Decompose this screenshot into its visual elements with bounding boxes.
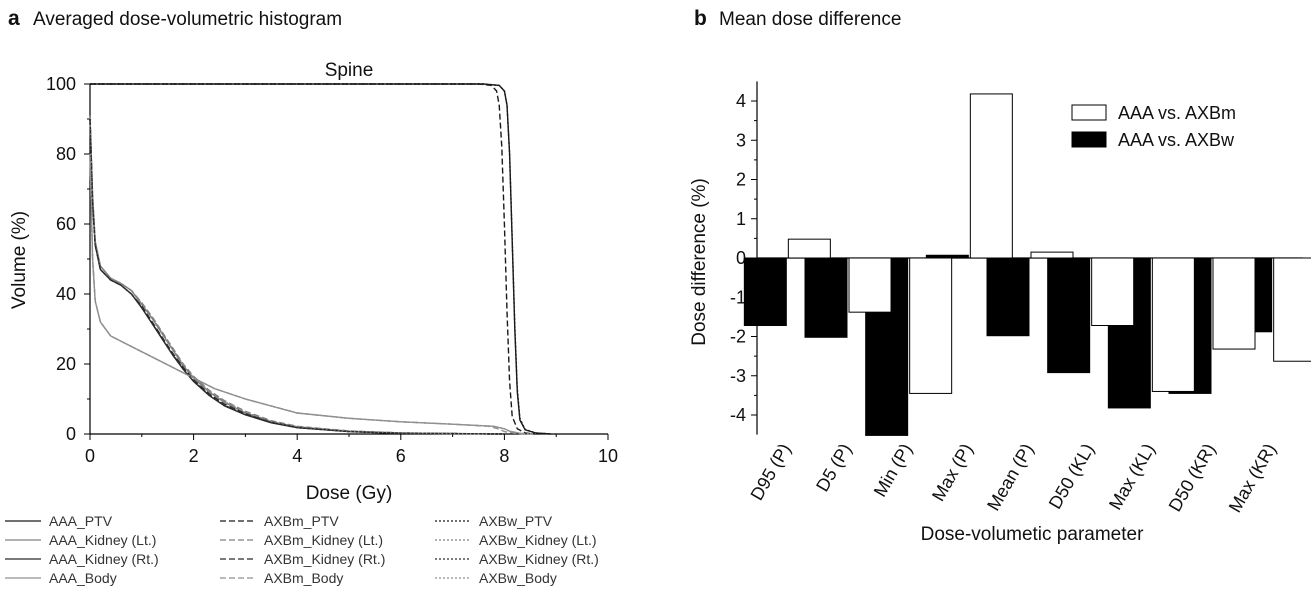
bar-x-axis-title: Dose-volumetic parameter xyxy=(921,524,1144,545)
dvh-x-tick-label: 0 xyxy=(85,446,95,466)
bar-aaa-vs-axbm xyxy=(909,257,953,394)
dvh-legend-label: AXBm_Kidney (Lt.) xyxy=(264,532,383,548)
dvh-legend-label: AXBm_Kidney (Rt.) xyxy=(264,551,385,567)
bar-legend: AAA vs. AXBm AAA vs. AXBw xyxy=(1071,103,1236,150)
bar-category-label: D50 (KR) xyxy=(1165,440,1220,515)
dvh-legend-label: AXBw_Kidney (Rt.) xyxy=(479,551,599,567)
bar-category-label: Max (KL) xyxy=(1105,440,1159,513)
panel-a-letter: a xyxy=(8,7,20,30)
bar-aaa-vs-axbm xyxy=(969,93,1013,259)
dvh-chart-subtitle: Spine xyxy=(325,60,374,81)
dvh-legend-label: AXBm_PTV xyxy=(264,513,339,529)
bar-plot-area: -4 -3 -2 -1 0 1 2 3 4 D95 (P) D5 (P) Min (P) Max (P)… xyxy=(730,81,1311,516)
bar-aaa-vs-axbm xyxy=(1091,257,1135,327)
dvh-legend-label: AXBw_Body xyxy=(479,570,557,586)
dvh-x-tick-label: 10 xyxy=(598,446,618,466)
dvh-series-line-axbw-ptv xyxy=(90,83,552,435)
bar-legend-swatch xyxy=(1071,104,1107,121)
dvh-legend: AAA_PTV AAA_Kidney (Lt.) AAA_Kidney (Rt.) A… xyxy=(5,513,599,586)
dvh-legend-label: AXBw_PTV xyxy=(479,513,553,529)
dvh-y-tick-label: 100 xyxy=(46,74,76,94)
bar-y-tick-label: 2 xyxy=(736,170,746,190)
bar-aaa-vs-axbm xyxy=(848,257,892,313)
dvh-line-chart: Spine Dose (Gy) Volume (%) 0 2 4 6 8 10020406… xyxy=(5,60,618,586)
dvh-y-tick-label: 80 xyxy=(56,144,76,164)
bar-category-label: Max (P) xyxy=(928,440,977,505)
bar-y-tick-label: -3 xyxy=(730,366,746,386)
dvh-x-tick-label: 2 xyxy=(189,446,199,466)
bar-aaa-vs-axbw xyxy=(804,257,848,338)
dvh-legend-label: AAA_Body xyxy=(49,570,117,586)
bar-y-tick-label: -2 xyxy=(730,327,746,347)
dvh-y-tick-label: 20 xyxy=(56,354,76,374)
dvh-x-tick-label: 6 xyxy=(396,446,406,466)
bar-aaa-vs-axbm xyxy=(1273,257,1311,362)
bar-aaa-vs-axbm xyxy=(1030,251,1074,259)
dvh-legend-label: AAA_Kidney (Rt.) xyxy=(49,551,159,567)
bar-y-tick-label: -4 xyxy=(730,405,746,425)
bar-legend-swatch xyxy=(1071,131,1107,148)
bar-y-tick-label: 4 xyxy=(736,91,746,111)
dvh-x-tick-label: 8 xyxy=(499,446,509,466)
bar-legend-label: AAA vs. AXBm xyxy=(1118,103,1236,123)
bar-aaa-vs-axbw xyxy=(1047,257,1091,374)
bar-category-label: Min (P) xyxy=(870,440,916,500)
dvh-series-line-axbm-ptv xyxy=(90,83,536,435)
dvh-x-tick-label: 4 xyxy=(292,446,302,466)
panel-b-letter: b xyxy=(694,7,707,30)
dvh-y-tick-label: 60 xyxy=(56,214,76,234)
dvh-series-line-axbm-kidney-lt xyxy=(89,115,505,435)
dvh-series-line-aaa-kidney-lt xyxy=(89,115,505,435)
dvh-series-line-axbm-body xyxy=(89,153,526,435)
dvh-y-tick-label: 40 xyxy=(56,284,76,304)
dvh-series-line-aaa-ptv xyxy=(90,83,552,435)
dvh-series-line-axbw-body xyxy=(89,153,536,435)
bar-aaa-vs-axbw xyxy=(743,257,787,327)
bar-category-label: Max (KR) xyxy=(1225,440,1280,516)
dose-difference-bar-chart: Dose-volumetic parameter Dose difference… xyxy=(689,81,1311,545)
bar-aaa-vs-axbm xyxy=(1151,257,1195,392)
dvh-legend-label: AXBm_Body xyxy=(264,570,343,586)
dvh-legend-label: AAA_PTV xyxy=(49,513,113,529)
bar-aaa-vs-axbm xyxy=(1212,257,1256,350)
bar-y-tick-label: 3 xyxy=(736,130,746,150)
bar-y-tick-label: 0 xyxy=(736,248,746,268)
dvh-legend-label: AXBw_Kidney (Lt.) xyxy=(479,532,597,548)
bar-category-label: D50 (KL) xyxy=(1045,440,1098,512)
dvh-series-line-axbm-kidney-rt xyxy=(89,118,505,435)
dvh-series-line-aaa-body xyxy=(89,153,536,435)
bar-category-label: D5 (P) xyxy=(812,440,855,495)
bar-category-label: Mean (P) xyxy=(983,440,1037,514)
bar-legend-label: AAA vs. AXBw xyxy=(1118,130,1235,150)
panel-a-title: Averaged dose-volumetric histogram xyxy=(33,9,342,30)
bar-y-tick-label: -1 xyxy=(730,287,746,307)
dvh-series-line-aaa-kidney-rt xyxy=(89,118,505,435)
bar-y-axis-title: Dose difference (%) xyxy=(689,178,710,346)
bar-aaa-vs-axbw xyxy=(986,257,1030,337)
dvh-y-axis-title: Volume (%) xyxy=(9,211,30,309)
dvh-series-line-axbw-kidney-rt xyxy=(89,118,505,435)
panel-b-title: Mean dose difference xyxy=(719,9,901,30)
dvh-x-axis-title: Dose (Gy) xyxy=(306,483,393,504)
dvh-y-tick-label: 0 xyxy=(66,424,76,444)
bar-aaa-vs-axbm xyxy=(787,238,831,259)
bar-y-tick-label: 1 xyxy=(736,209,746,229)
dvh-legend-label: AAA_Kidney (Lt.) xyxy=(49,532,156,548)
dvh-series-line-axbw-kidney-lt xyxy=(89,115,505,435)
bar-category-label: D95 (P) xyxy=(746,440,794,504)
